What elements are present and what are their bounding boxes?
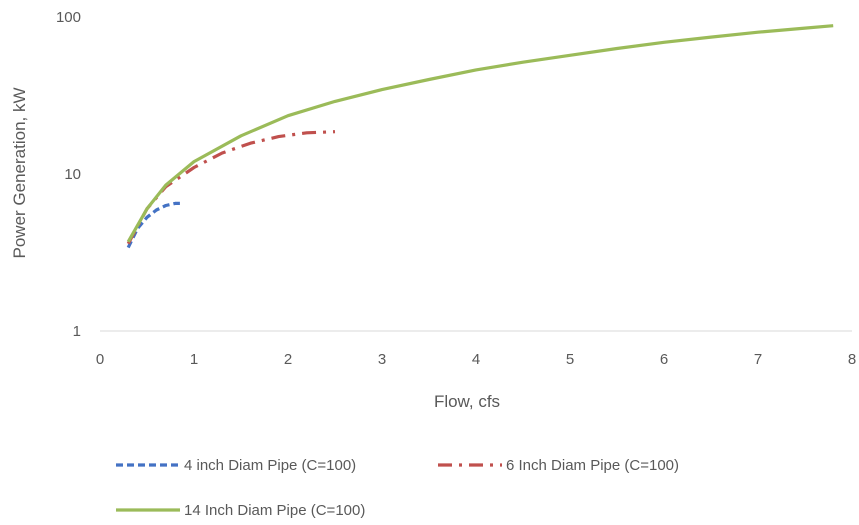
legend-label-1: 4 inch Diam Pipe (C=100)	[184, 457, 356, 474]
y-tick-labels: 1 10 100	[56, 9, 81, 340]
x-tick-label: 7	[754, 351, 762, 368]
x-tick-labels: 0 1 2 3 4 5 6 7 8	[96, 351, 856, 368]
y-tick-label: 1	[73, 323, 81, 340]
x-tick-label: 4	[472, 351, 480, 368]
series-line-1	[126, 201, 180, 249]
series-line-3	[126, 24, 834, 243]
x-tick-label: 6	[660, 351, 668, 368]
y-tick-label: 100	[56, 9, 81, 26]
legend: 4 inch Diam Pipe (C=100) 6 Inch Diam Pipe…	[116, 457, 679, 519]
x-tick-label: 2	[284, 351, 292, 368]
series-line-2	[126, 130, 336, 245]
y-axis-title: Power Generation, kW	[10, 87, 29, 258]
legend-label-3: 14 Inch Diam Pipe (C=100)	[184, 502, 365, 519]
legend-label-2: 6 Inch Diam Pipe (C=100)	[506, 457, 679, 474]
x-tick-label: 5	[566, 351, 574, 368]
y-tick-label: 10	[64, 166, 81, 183]
x-tick-label: 1	[190, 351, 198, 368]
x-tick-label: 8	[848, 351, 856, 368]
x-axis-title: Flow, cfs	[434, 392, 500, 411]
x-tick-label: 0	[96, 351, 104, 368]
x-tick-label: 3	[378, 351, 386, 368]
series-layer	[126, 24, 834, 249]
